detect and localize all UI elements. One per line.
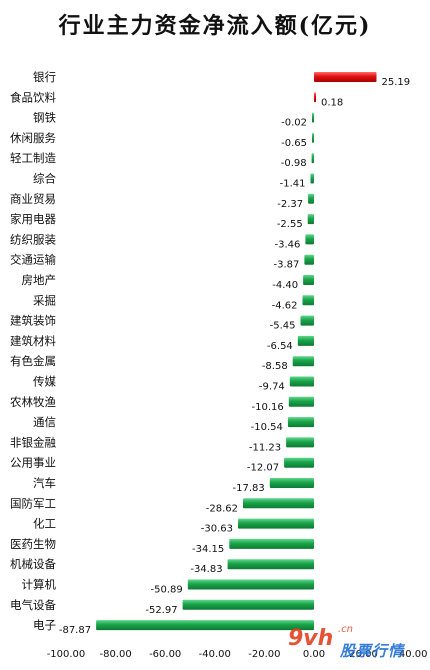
category-label: 房地产 [22, 273, 57, 287]
category-label: 医药生物 [10, 537, 56, 551]
data-label: -28.62 [206, 503, 238, 514]
bar [297, 335, 314, 346]
bar [303, 275, 314, 285]
watermark-name: 股票行情 [340, 642, 405, 660]
category-label: 银行 [33, 70, 56, 84]
bar [311, 153, 314, 164]
data-label: -4.40 [272, 280, 298, 291]
bar [238, 518, 314, 529]
category-label: 综合 [33, 172, 56, 186]
data-label: -52.97 [145, 605, 177, 616]
data-label: -0.02 [281, 118, 307, 129]
category-label: 钢铁 [33, 111, 56, 125]
data-label: -3.46 [275, 239, 301, 250]
category-label: 通信 [33, 415, 56, 429]
chart-title: 行业主力资金净流入额(亿元) [58, 13, 372, 39]
x-tick-label: -80.00 [99, 649, 131, 660]
data-label: -10.16 [252, 402, 284, 413]
category-label: 机械设备 [10, 557, 56, 571]
x-tick-label: -40.00 [199, 649, 231, 660]
bar [243, 498, 314, 509]
bar [187, 579, 314, 590]
data-label: -50.89 [151, 585, 183, 596]
bar [312, 132, 314, 143]
data-label: -9.74 [259, 382, 285, 393]
data-label: -6.54 [267, 341, 293, 352]
bar [284, 457, 314, 468]
bar [307, 214, 314, 225]
category-label: 轻工制造 [10, 151, 56, 165]
category-label: 计算机 [22, 578, 57, 592]
data-label: -5.45 [270, 321, 296, 332]
data-label: -3.87 [274, 260, 300, 271]
category-label: 非银金融 [10, 435, 56, 449]
bar [304, 254, 314, 265]
bar [310, 173, 314, 184]
data-label: -17.83 [233, 483, 265, 494]
category-label: 有色金属 [10, 354, 56, 368]
bar [289, 376, 314, 387]
category-label: 农林牧渔 [10, 395, 56, 409]
data-label: -34.15 [192, 544, 224, 555]
data-label: -4.62 [272, 300, 298, 311]
data-label: -0.65 [281, 138, 307, 149]
category-label: 电子 [33, 618, 56, 632]
category-label: 汽车 [33, 476, 56, 490]
data-label: -30.63 [201, 524, 233, 535]
data-label: -11.23 [249, 442, 281, 453]
data-label: -12.07 [247, 463, 279, 474]
watermark-tld: .cn [338, 624, 354, 635]
data-label: -1.41 [280, 179, 306, 190]
category-label: 传媒 [33, 375, 56, 389]
category-label: 家用电器 [10, 212, 56, 226]
watermark: 9vh .cn 股票行情 [288, 624, 430, 666]
bar [288, 396, 314, 407]
data-label: -34.83 [190, 564, 222, 575]
category-label: 纺织服装 [10, 232, 56, 246]
category-label: 交通运输 [10, 253, 56, 267]
data-label: -2.55 [277, 219, 303, 230]
bar [305, 234, 314, 245]
x-tick-label: -20.00 [248, 649, 280, 660]
x-tick-label: 40.00 [399, 649, 428, 660]
bar [312, 112, 314, 123]
data-label: 0.18 [321, 97, 343, 108]
category-label: 建筑装饰 [10, 314, 56, 328]
category-label: 采掘 [33, 293, 56, 307]
category-label: 电气设备 [10, 598, 56, 612]
bar [314, 72, 377, 82]
bar [302, 295, 314, 306]
data-label: -8.58 [262, 361, 288, 372]
bar [229, 538, 314, 549]
bar [287, 417, 314, 428]
bar [227, 559, 314, 570]
data-label: -2.37 [277, 199, 303, 210]
category-label: 国防军工 [10, 496, 56, 510]
category-label: 食品饮料 [10, 90, 56, 104]
x-tick-label: -60.00 [149, 649, 181, 660]
bar [286, 437, 314, 448]
bar [269, 478, 314, 488]
bar [308, 193, 314, 204]
bar [96, 620, 314, 631]
x-tick-label: 20.00 [349, 649, 378, 660]
category-label: 化工 [33, 517, 56, 531]
bar [314, 92, 316, 103]
category-label: 公用事业 [10, 456, 56, 470]
data-label: -87.87 [59, 625, 91, 636]
watermark-site: 9vh [288, 626, 334, 651]
data-label: 25.19 [382, 77, 411, 88]
bar [292, 356, 314, 367]
x-tick-label: -100.00 [47, 649, 86, 660]
data-label: -0.98 [281, 158, 307, 169]
data-label: -10.54 [251, 422, 283, 433]
category-label: 建筑材料 [10, 334, 56, 348]
category-label: 休闲服务 [10, 131, 56, 145]
x-tick-label: 0.00 [303, 649, 325, 660]
bar [300, 315, 314, 326]
category-label: 商业贸易 [10, 192, 56, 206]
bar [182, 599, 314, 610]
